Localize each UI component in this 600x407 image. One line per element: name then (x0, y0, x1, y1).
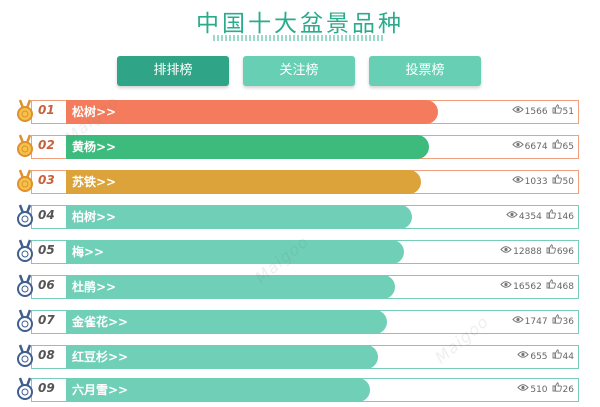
view-count: 4354 (518, 212, 542, 222)
medal-icon (16, 99, 34, 123)
thumbs-up-icon[interactable] (546, 275, 556, 299)
like-count: 26 (562, 385, 574, 395)
eye-icon (517, 345, 530, 369)
list-item[interactable]: 06 杜鹃>> 16562 468 (15, 274, 580, 300)
eye-icon (511, 170, 524, 194)
item-stats: 510 26 (513, 378, 574, 402)
thumbs-up-icon[interactable] (546, 205, 556, 229)
like-count: 51 (562, 107, 574, 117)
eye-icon (500, 275, 512, 299)
medal-icon (16, 134, 34, 158)
rank-number: 04 (38, 208, 55, 222)
thumbs-up-icon[interactable] (552, 135, 562, 159)
ranking-bar[interactable]: 金雀花>> (66, 310, 387, 334)
medal-icon (16, 169, 34, 193)
medal-icon (16, 274, 34, 298)
item-stats: 655 44 (513, 345, 574, 369)
item-stats: 12888 696 (496, 240, 574, 264)
thumbs-up-icon[interactable] (552, 378, 562, 402)
ranking-bar[interactable]: 红豆杉>> (66, 345, 378, 369)
item-stats: 16562 468 (496, 275, 574, 299)
tab-ranking[interactable]: 排排榜 (117, 56, 229, 86)
like-count: 696 (556, 247, 574, 257)
item-stats: 6674 65 (508, 135, 574, 159)
like-count: 50 (562, 177, 574, 187)
medal-icon (16, 377, 34, 401)
rank-number: 03 (38, 173, 55, 187)
ranking-bar[interactable]: 苏铁>> (66, 170, 421, 194)
medal-icon (16, 204, 34, 228)
thumbs-up-icon[interactable] (552, 310, 562, 334)
item-stats: 1747 36 (508, 310, 574, 334)
medal-icon (16, 309, 34, 333)
view-count: 1566 (524, 107, 548, 117)
view-count: 655 (530, 352, 548, 362)
item-stats: 1566 51 (508, 100, 574, 124)
medal-icon (16, 344, 34, 368)
rank-number: 05 (38, 243, 55, 257)
like-count: 44 (562, 352, 574, 362)
like-count: 468 (556, 282, 574, 292)
item-stats: 1033 50 (508, 170, 574, 194)
medal-icon (16, 239, 34, 263)
ranking-bar[interactable]: 杜鹃>> (66, 275, 395, 299)
rank-number: 01 (38, 103, 55, 117)
eye-icon (506, 205, 518, 229)
rank-number: 09 (38, 381, 55, 395)
eye-icon (511, 310, 524, 334)
eye-icon (511, 100, 524, 124)
view-count: 1747 (524, 317, 548, 327)
view-count: 6674 (524, 142, 548, 152)
rank-number: 08 (38, 348, 55, 362)
like-count: 65 (562, 142, 574, 152)
thumbs-up-icon[interactable] (552, 170, 562, 194)
ranking-bar[interactable]: 柏树>> (66, 205, 412, 229)
tab-attention[interactable]: 关注榜 (243, 56, 355, 86)
view-count: 510 (530, 385, 548, 395)
list-item[interactable]: 04 柏树>> 4354 146 (15, 204, 580, 230)
list-item[interactable]: 01 松树>> 1566 51 (15, 99, 580, 125)
item-stats: 4354 146 (502, 205, 574, 229)
ranking-bar[interactable]: 黄杨>> (66, 135, 429, 159)
view-count: 16562 (513, 282, 542, 292)
thumbs-up-icon[interactable] (546, 240, 556, 264)
eye-icon (517, 378, 530, 402)
like-count: 146 (556, 212, 574, 222)
tab-votes[interactable]: 投票榜 (369, 56, 481, 86)
like-count: 36 (562, 317, 574, 327)
thumbs-up-icon[interactable] (552, 345, 562, 369)
page-title: 中国十大盆景品种 (196, 11, 404, 37)
title-underline (213, 35, 385, 41)
ranking-bar[interactable]: 松树>> (66, 100, 438, 124)
rank-number: 02 (38, 138, 55, 152)
rank-number: 07 (38, 313, 55, 327)
list-item[interactable]: 02 黄杨>> 6674 65 (15, 134, 580, 160)
list-item[interactable]: 08 红豆杉>> 655 44 (15, 344, 580, 370)
list-item[interactable]: 07 金雀花>> 1747 36 (15, 309, 580, 335)
ranking-bar[interactable]: 梅>> (66, 240, 404, 264)
view-count: 1033 (524, 177, 548, 187)
eye-icon (511, 135, 524, 159)
list-item[interactable]: 03 苏铁>> 1033 50 (15, 169, 580, 195)
list-item[interactable]: 05 梅>> 12888 696 (15, 239, 580, 265)
ranking-bar[interactable]: 六月雪>> (66, 378, 370, 402)
rank-number: 06 (38, 278, 55, 292)
list-item[interactable]: 09 六月雪>> 510 26 (15, 377, 580, 403)
thumbs-up-icon[interactable] (552, 100, 562, 124)
eye-icon (500, 240, 512, 264)
view-count: 12888 (513, 247, 542, 257)
